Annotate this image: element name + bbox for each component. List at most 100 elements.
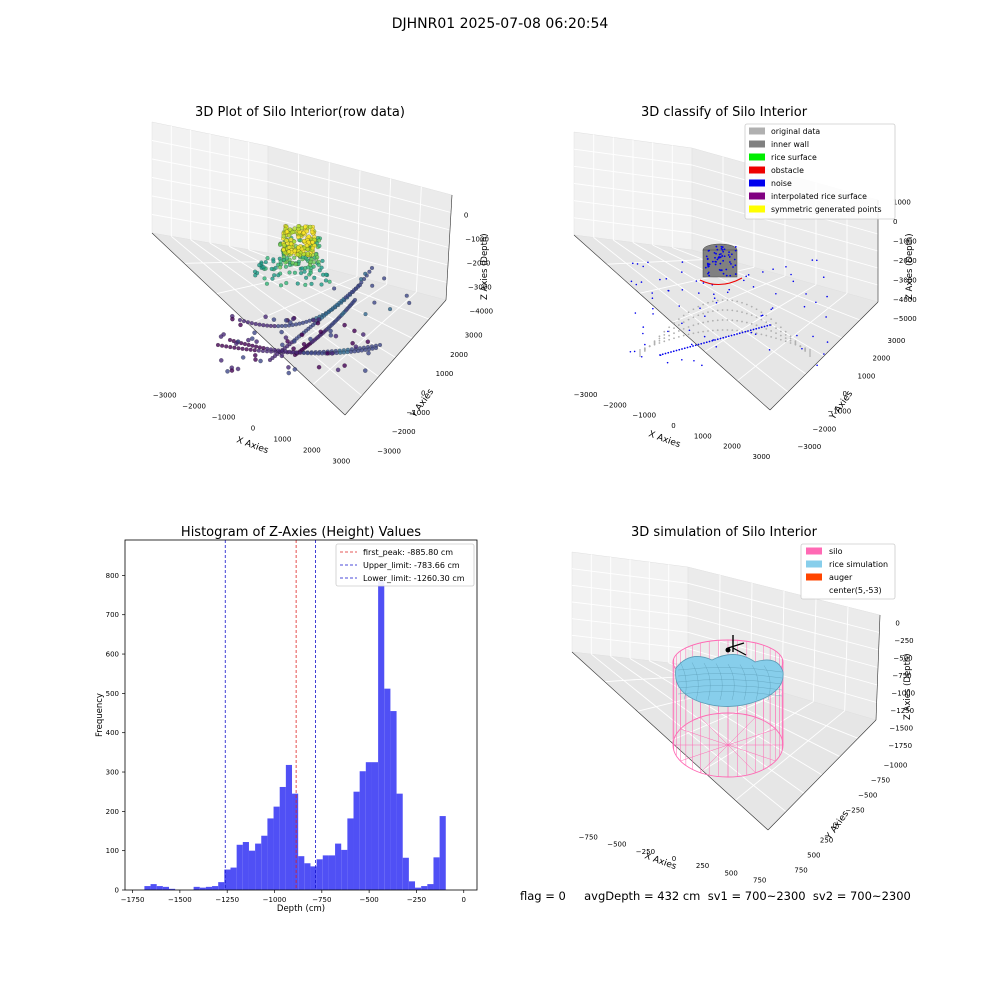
scatter-point [772, 268, 774, 270]
scatter-point [715, 245, 718, 248]
scatter-point [687, 326, 690, 328]
scatter-point [722, 272, 725, 275]
scatter-point [754, 333, 757, 336]
scatter-point [700, 342, 703, 345]
histogram-bar [365, 762, 372, 890]
scatter-point [234, 341, 239, 346]
histogram-bar [267, 818, 274, 890]
histogram-bar [415, 887, 422, 890]
x-tick-label: −250 [636, 848, 655, 856]
scatter-point [736, 319, 739, 322]
grid-line [737, 292, 848, 382]
raw-3d-ticks: −3000 −2000 −1000 0 1000 2000 3000 −3000 −2000 −1… [153, 211, 493, 465]
scatter-point [238, 322, 243, 328]
y-tick-label: −3000 [377, 447, 401, 455]
scatter-point [298, 350, 303, 355]
scatter-point [784, 334, 787, 336]
scatter-point [775, 327, 777, 330]
scatter-point [254, 339, 259, 344]
x-tick-label: 0 [672, 855, 676, 863]
legend-swatch [806, 547, 822, 555]
scatter-point [253, 357, 258, 362]
scatter-point [779, 338, 782, 341]
scatter-point [715, 261, 717, 263]
scatter-point [325, 351, 330, 356]
scatter-point [704, 315, 706, 318]
scatter-point [736, 333, 738, 335]
scatter-point [707, 301, 709, 304]
scatter-point [630, 280, 633, 283]
scatter-point [741, 320, 743, 323]
scatter-point [283, 349, 288, 354]
grid-line [687, 582, 880, 633]
scatter-point [310, 245, 315, 251]
scatter-point [755, 327, 758, 330]
scatter-point [784, 330, 787, 333]
rice-mesh-line [679, 661, 687, 701]
simulation-3d-ylabel: Y Axies [824, 809, 852, 842]
scatter-point [370, 266, 375, 271]
scatter-point [264, 281, 269, 286]
scatter-point [811, 259, 814, 261]
scatter-point [692, 316, 695, 319]
scatter-point [370, 346, 375, 351]
scatter-point [730, 334, 733, 337]
simulation-3d-silo [672, 635, 784, 778]
histogram-bar [396, 793, 403, 890]
scatter-point [703, 335, 706, 338]
scatter-point [734, 264, 737, 267]
histogram-bar [353, 791, 360, 890]
scatter-point [711, 260, 714, 263]
scatter-point [715, 252, 717, 255]
scatter-point [744, 330, 747, 333]
scatter-point [363, 368, 368, 373]
scatter-point [278, 259, 283, 264]
scatter-point [736, 300, 739, 303]
scatter-point [642, 332, 644, 335]
x-tick-label: −1000 [632, 412, 656, 420]
scatter-point [246, 342, 251, 347]
scatter-point [823, 353, 825, 355]
scatter-point [794, 340, 797, 343]
histogram-bar [255, 843, 262, 890]
scatter-point [652, 313, 654, 315]
scatter-point [265, 323, 270, 328]
scatter-point [273, 265, 278, 270]
scatter-point [341, 350, 346, 355]
scatter-point [302, 269, 307, 274]
scatter-point [261, 323, 266, 328]
scatter-point [308, 336, 313, 342]
scatter-point [358, 283, 363, 288]
classify-3d-points [629, 243, 829, 367]
scatter-point [728, 251, 730, 254]
scatter-point [668, 338, 671, 341]
silo-spoke [680, 728, 729, 746]
histogram-xlabel: Depth (cm) [277, 904, 325, 914]
scatter-point [320, 351, 325, 356]
y-tick-label: −2000 [813, 425, 837, 433]
status-footer: flag = 0 avgDepth = 432 cm sv1 = 700~230… [520, 889, 911, 903]
scatter-point [332, 286, 337, 291]
y-tick-label: 200 [106, 808, 119, 816]
scatter-point [246, 337, 251, 343]
histogram-bar [322, 855, 329, 890]
scatter-point [316, 351, 321, 356]
scatter-point [688, 329, 691, 332]
legend-label: noise [771, 179, 792, 188]
scatter-point [789, 335, 792, 338]
scatter-point [639, 351, 641, 353]
scatter-point [714, 339, 716, 341]
x-tick-label: −500 [360, 896, 379, 904]
legend-label: center(5,-53) [829, 586, 882, 595]
scatter-point [673, 322, 675, 324]
scatter-point [711, 339, 714, 342]
legend-label: inner wall [771, 140, 809, 149]
histogram-bar [273, 806, 280, 890]
scatter-point [296, 227, 301, 232]
scatter-point [707, 311, 709, 314]
scatter-point [677, 330, 680, 332]
histogram-bar [402, 857, 409, 890]
z-tick-label: −2000 [893, 257, 917, 265]
scatter-point [755, 316, 758, 319]
scatter-point [363, 271, 368, 276]
